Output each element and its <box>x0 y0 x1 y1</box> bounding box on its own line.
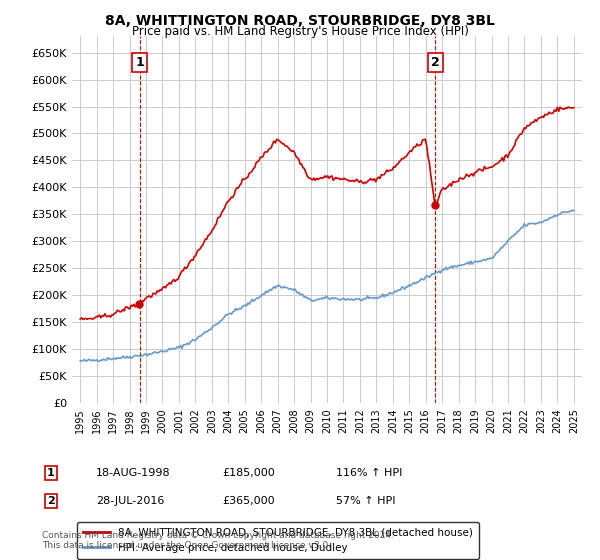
Text: 57% ↑ HPI: 57% ↑ HPI <box>336 496 395 506</box>
Text: 2: 2 <box>431 56 439 69</box>
Text: Price paid vs. HM Land Registry's House Price Index (HPI): Price paid vs. HM Land Registry's House … <box>131 25 469 38</box>
Text: 28-JUL-2016: 28-JUL-2016 <box>96 496 164 506</box>
Text: 8A, WHITTINGTON ROAD, STOURBRIDGE, DY8 3BL: 8A, WHITTINGTON ROAD, STOURBRIDGE, DY8 3… <box>105 14 495 28</box>
Text: 1: 1 <box>136 56 145 69</box>
Text: 116% ↑ HPI: 116% ↑ HPI <box>336 468 403 478</box>
Text: 1: 1 <box>47 468 55 478</box>
Text: £365,000: £365,000 <box>222 496 275 506</box>
Text: 18-AUG-1998: 18-AUG-1998 <box>96 468 170 478</box>
Text: £185,000: £185,000 <box>222 468 275 478</box>
Text: Contains HM Land Registry data © Crown copyright and database right 2024.
This d: Contains HM Land Registry data © Crown c… <box>42 531 394 550</box>
Text: 2: 2 <box>47 496 55 506</box>
Legend: 8A, WHITTINGTON ROAD, STOURBRIDGE, DY8 3BL (detached house), HPI: Average price,: 8A, WHITTINGTON ROAD, STOURBRIDGE, DY8 3… <box>77 522 479 559</box>
